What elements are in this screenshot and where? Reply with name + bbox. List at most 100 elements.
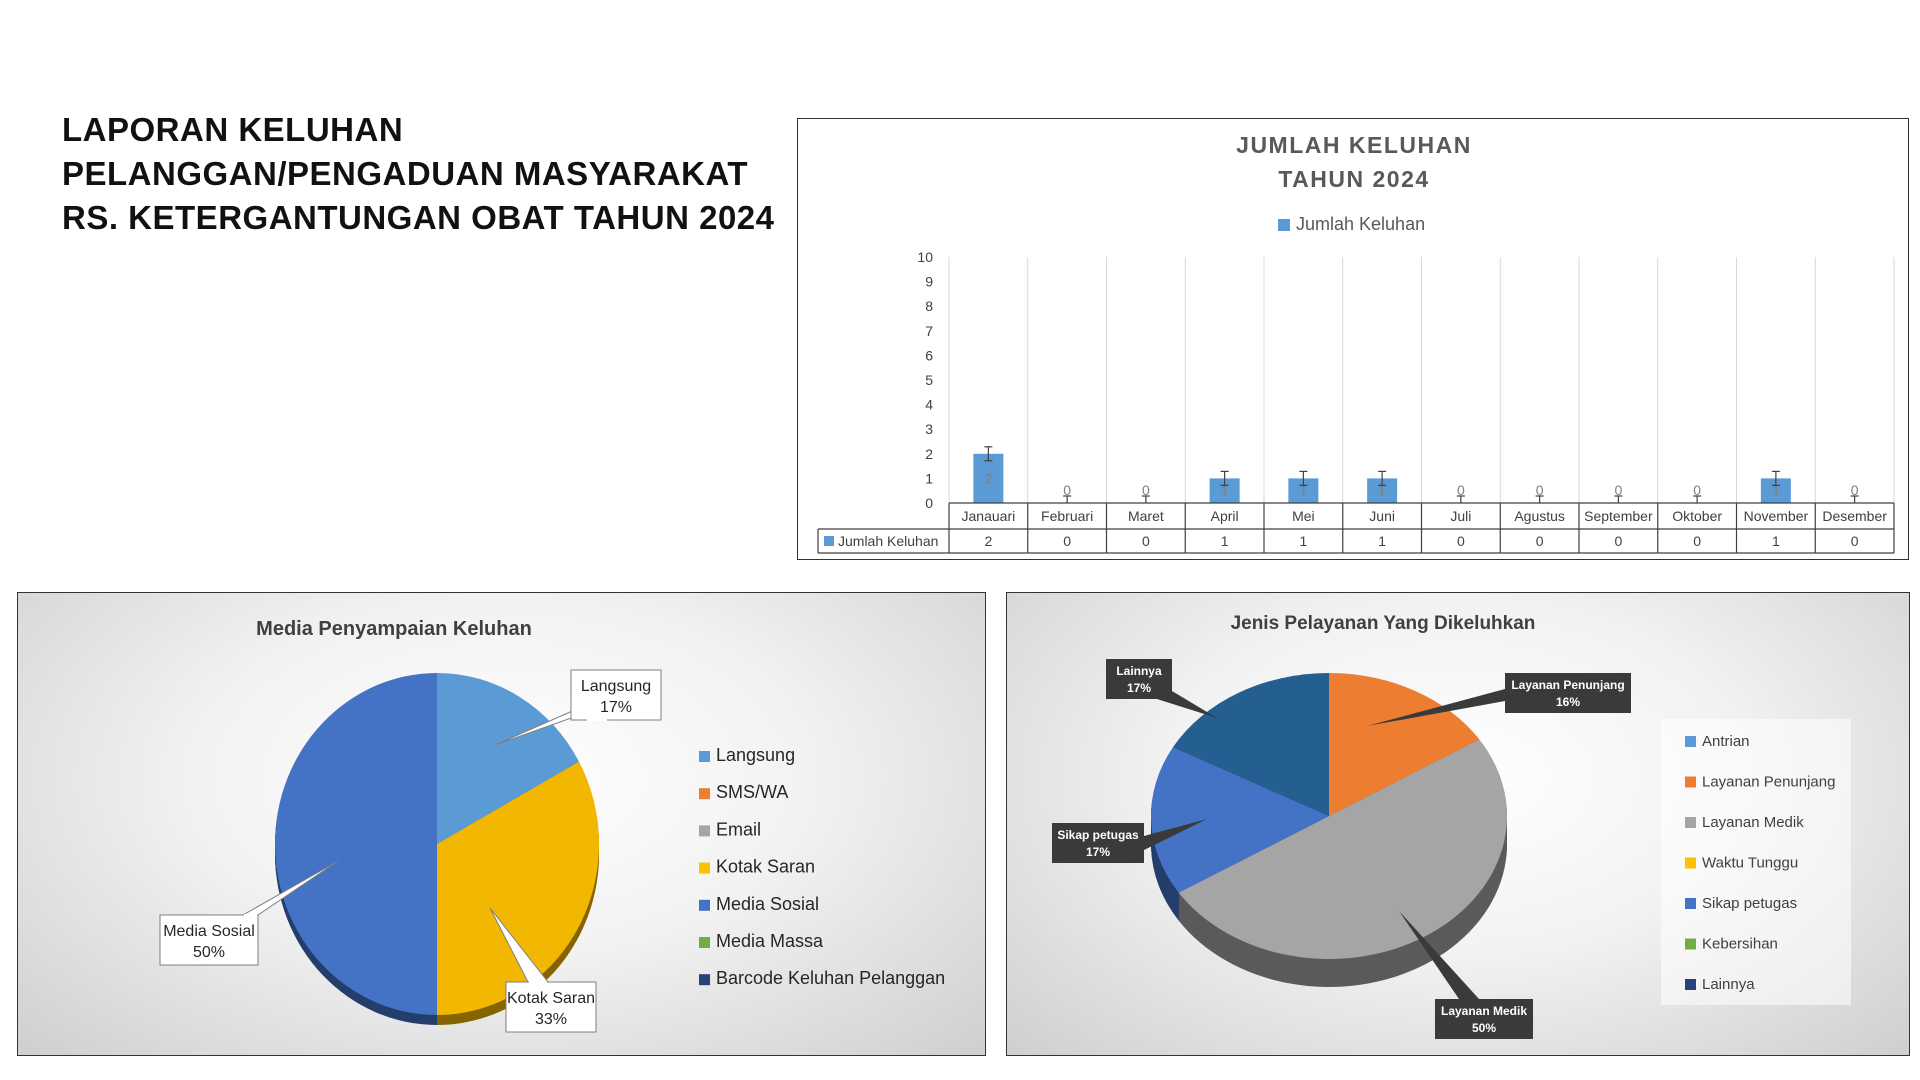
y-tick-label: 5 (925, 372, 933, 388)
callout-pointer (1144, 819, 1207, 850)
callout-pointer (489, 907, 549, 983)
bar-chart-title: JUMLAH KELUHAN (1236, 132, 1472, 158)
category-label: Oktober (1672, 508, 1722, 524)
callout-label-langsung: Langsung (581, 678, 651, 695)
pie-slice-kotak-saran (437, 761, 599, 1015)
legend-label-kebersihan: Kebersihan (1702, 936, 1778, 953)
legend-label-antrian: Antrian (1702, 733, 1750, 750)
table-value: 0 (1063, 533, 1071, 549)
callout-label-lainnya: Lainnya (1116, 664, 1162, 678)
media-pie-legend: Langsung SMS/WA Email Kotak Saran Media Sosi… (699, 745, 945, 988)
table-value: 0 (1693, 533, 1701, 549)
table-series-swatch (824, 536, 834, 546)
callout-label-media-sosial: Media Sosial (163, 923, 255, 940)
jenis-pie-title: Jenis Pelayanan Yang Dikeluhkan (1231, 613, 1536, 634)
bar (973, 453, 1004, 503)
legend-label-sms-wa: SMS/WA (716, 782, 788, 802)
bar-data-label: 0 (1536, 482, 1544, 498)
category-label: April (1211, 508, 1239, 524)
jenis-pie-chart: Jenis Pelayanan Yang Dikeluhkan Layanan … (1052, 613, 1851, 1039)
callout-box-langsung (570, 669, 662, 721)
callout-joint (587, 719, 607, 721)
legend-swatch-kotak-saran (699, 862, 710, 874)
bar-data-label: 0 (1063, 482, 1071, 498)
media-pie-labels: Langsung 17% Kotak Saran 33% Media Sosial 50% (159, 669, 662, 1033)
bar-data-label: 0 (1614, 482, 1622, 498)
bar-chart: JUMLAH KELUHAN TAHUN 2024 Jumlah Keluhan… (817, 132, 1895, 554)
y-tick-label: 6 (925, 347, 933, 363)
category-label: September (1584, 508, 1653, 524)
table-value: 1 (1378, 533, 1386, 549)
bar-chart-legend: Jumlah Keluhan (1278, 214, 1425, 234)
bar-data-label: 0 (1457, 482, 1465, 498)
legend-swatch-email (699, 825, 710, 837)
y-tick-label: 2 (925, 446, 933, 462)
bar-data-label: 1 (1378, 483, 1386, 499)
table-value: 0 (1142, 533, 1150, 549)
bar-chart-bars: 2 0 0 1 1 1 0 0 0 0 1 0 (973, 446, 1859, 503)
category-label: Februari (1041, 508, 1093, 524)
y-tick-label: 10 (917, 249, 933, 265)
legend-label-media-sosial: Media Sosial (716, 894, 819, 914)
callout-box-layanan-penunjang (1505, 673, 1631, 713)
callout-box-media-sosial (159, 914, 259, 966)
jenis-pie-labels: Layanan Penunjang 16% Layanan Medik 50% Sika… (1052, 659, 1631, 1039)
y-tick-label: 4 (925, 397, 933, 413)
legend-swatch-layanan-penunjang (1685, 776, 1696, 788)
legend-label-kotak-saran: Kotak Saran (716, 857, 815, 877)
legend-swatch-layanan-medik (1685, 817, 1696, 828)
legend-swatch-waktu-tunggu (1685, 857, 1696, 869)
callout-label-layanan-penunjang: Layanan Penunjang (1511, 678, 1624, 692)
table-series-label: Jumlah Keluhan (838, 533, 938, 549)
category-label: November (1744, 508, 1809, 524)
callout-value-layanan-penunjang: 16% (1556, 695, 1580, 709)
legend-label-barcode-keluhan-pelanggan: Barcode Keluhan Pelanggan (716, 968, 945, 988)
callout-joint (244, 914, 257, 916)
table-value: 1 (1772, 533, 1780, 549)
bar-chart-subtitle: TAHUN 2024 (1278, 166, 1429, 192)
callout-value-layanan-medik: 50% (1472, 1021, 1496, 1035)
legend-swatch-jumlah-keluhan (1278, 219, 1290, 231)
bar-data-label: 1 (1221, 483, 1229, 499)
pie-slice-lainnya (1173, 673, 1329, 816)
y-tick-label: 0 (925, 495, 933, 511)
bar-chart-data-table: Janauari 2 Februari 0 Maret 0 April 1 Mei 1 Juni 1 J… (817, 502, 1895, 554)
callout-box-layanan-medik (1435, 999, 1533, 1039)
y-tick-label: 8 (925, 298, 933, 314)
category-label: Janauari (962, 508, 1016, 524)
category-label: Mei (1292, 508, 1315, 524)
jenis-pie-panel: Jenis Pelayanan Yang Dikeluhkan Layanan … (1006, 592, 1910, 1056)
pie-slice-media-sosial (275, 673, 437, 1015)
callout-label-sikap-petugas: Sikap petugas (1057, 828, 1139, 842)
legend-label-lainnya: Lainnya (1702, 976, 1755, 993)
y-tick-label: 1 (925, 470, 933, 486)
callout-joint (529, 981, 547, 983)
page-title-line-2: PELANGGAN/PENGADUAN MASYARAKAT (62, 155, 749, 192)
category-label: Juni (1369, 508, 1395, 524)
legend-label-langsung: Langsung (716, 745, 795, 765)
category-label: Desember (1822, 508, 1887, 524)
legend-label-sikap-petugas: Sikap petugas (1702, 895, 1797, 912)
legend-label-layanan-medik: Layanan Medik (1702, 814, 1804, 831)
legend-swatch-antrian (1685, 736, 1696, 747)
bar-data-label: 0 (1851, 482, 1859, 498)
page-title-line-3: RS. KETERGANTUNGAN OBAT TAHUN 2024 (62, 199, 775, 236)
legend-label-jumlah-keluhan: Jumlah Keluhan (1296, 214, 1425, 234)
legend-swatch-langsung (699, 751, 710, 762)
legend-swatch-media-massa (699, 937, 710, 948)
callout-value-lainnya: 17% (1127, 681, 1151, 695)
jenis-pie-legend: Antrian Layanan Penunjang Layanan Medik Wak… (1685, 733, 1835, 993)
category-label: Maret (1128, 508, 1164, 524)
bar-data-label: 0 (1142, 482, 1150, 498)
table-value: 0 (1536, 533, 1544, 549)
category-label: Agustus (1514, 508, 1565, 524)
callout-value-kotak-saran: 33% (535, 1011, 567, 1028)
bar-data-label: 2 (984, 470, 992, 486)
jenis-pie-slices (1151, 673, 1507, 987)
pie-slice-sikap-petugas (1151, 747, 1329, 893)
callout-label-kotak-saran: Kotak Saran (507, 990, 595, 1007)
page-title-line-1: LAPORAN KELUHAN (62, 111, 404, 148)
callout-label-layanan-medik: Layanan Medik (1441, 1004, 1527, 1018)
table-value: 0 (1457, 533, 1465, 549)
table-value: 0 (1614, 533, 1622, 549)
